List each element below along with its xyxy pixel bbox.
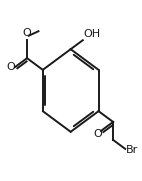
Text: OH: OH bbox=[83, 29, 101, 39]
Text: O: O bbox=[7, 62, 15, 72]
Text: O: O bbox=[94, 129, 103, 139]
Text: O: O bbox=[23, 28, 31, 38]
Text: Br: Br bbox=[126, 145, 138, 155]
